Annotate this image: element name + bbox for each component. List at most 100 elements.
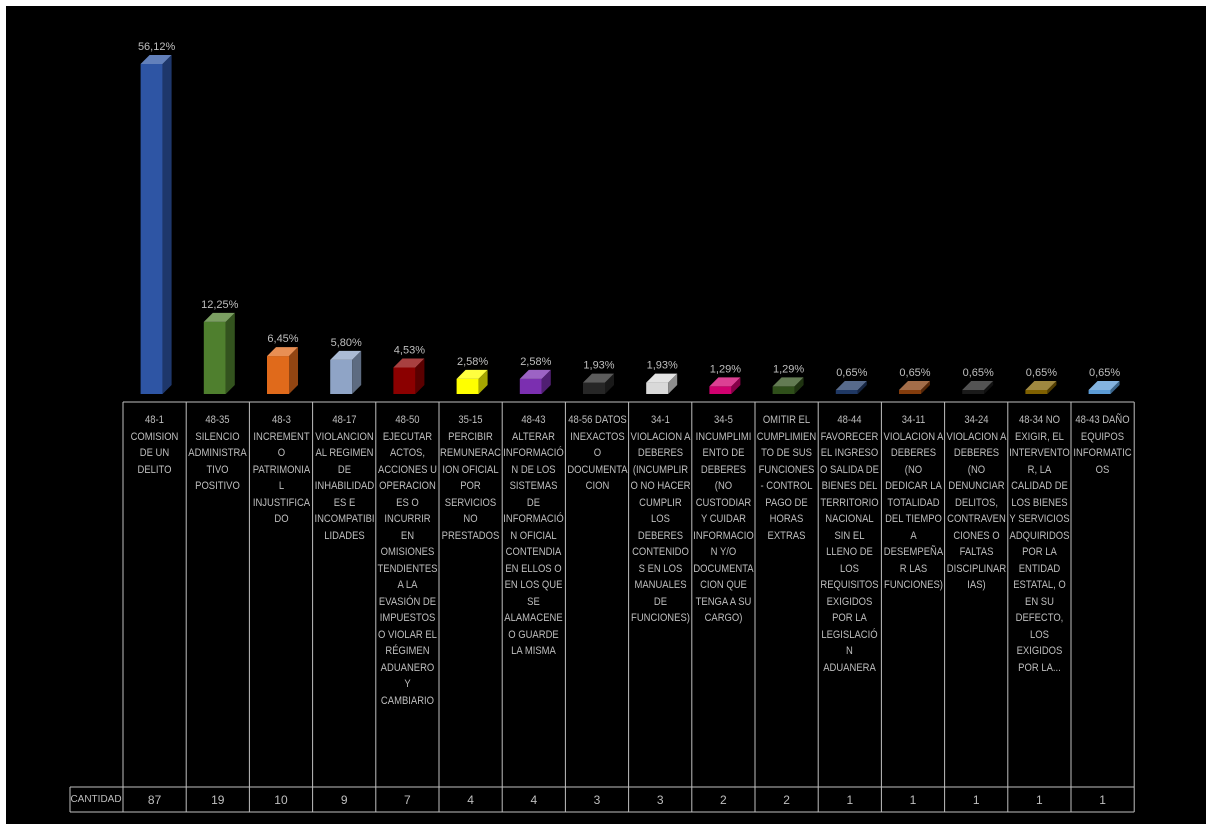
table-value: 9 (340, 793, 348, 807)
bar-top (646, 373, 678, 383)
category-label: 48-43 ALTERAR INFORMACIÓN DE LOS SISTEMA… (502, 403, 565, 787)
bar-side (225, 312, 235, 394)
bar-side (1110, 381, 1120, 394)
category-label: 34-5 INCUMPLIMIENTO DE DEBERES (NO CUSTO… (692, 403, 755, 787)
table-value: 7 (404, 793, 411, 807)
category-text: 48-3 INCREMENTO PATRIMONIAL INJUSTIFICAD… (252, 414, 310, 525)
bar (962, 390, 985, 394)
bar-side (162, 55, 172, 394)
data-label: 5,80% (331, 337, 362, 349)
bar-side (794, 377, 804, 394)
table-value: 2 (783, 793, 790, 807)
table-value: 4 (467, 793, 474, 807)
table-value: 4 (530, 793, 538, 807)
bar (709, 386, 732, 394)
category-text: 48-50 EJECUTAR ACTOS, ACCIONES U OPERACI… (377, 414, 438, 707)
bar (393, 367, 416, 394)
category-text: 34-24 VIOLACION A DEBERES (NO DENUNCIAR … (946, 414, 1007, 591)
data-label: 1,93% (583, 360, 614, 372)
category-label: OMITIR EL CUMPLIMIENTO DE SUS FUNCIONES … (755, 403, 818, 787)
data-label: 0,65% (836, 367, 867, 379)
bar (456, 378, 479, 394)
bar-side (478, 369, 488, 394)
category-text: 48-56 DATOS INEXACTOS O DOCUMENTACION (566, 414, 628, 492)
category-text: 48-43 ALTERAR INFORMACIÓN DE LOS SISTEMA… (503, 414, 565, 657)
bar-top (835, 381, 867, 390)
table-value: 3 (593, 793, 601, 807)
category-label: 34-1 VIOLACION A DEBERES (INCUMPLIR O NO… (629, 403, 692, 787)
table-value: 19 (211, 793, 225, 807)
category-label: 48-17 VIOLANCION AL REGIMEN DE INHABILID… (313, 403, 376, 787)
category-text: 48-43 DAÑO EQUIPOS INFORMATICOS (1073, 414, 1132, 476)
bar-top (1088, 381, 1120, 390)
table-value: 1 (909, 793, 917, 807)
category-text: 48-34 NO EXIGIR, EL INTERVENTOR, LA CALI… (1009, 414, 1070, 674)
table-value: 1 (846, 793, 854, 807)
bar-side (541, 369, 551, 394)
bar-top (203, 312, 235, 322)
bar-top (772, 377, 804, 387)
category-text: 48-1 COMISION DE UN DELITO (130, 414, 179, 476)
bar-top (583, 373, 614, 383)
data-label: 0,65% (1089, 367, 1120, 379)
bar-side (857, 381, 867, 394)
category-label: 48-56 DATOS INEXACTOS O DOCUMENTACION (565, 403, 628, 787)
bar (899, 390, 921, 394)
bar (203, 321, 226, 394)
bar-side (289, 347, 298, 394)
bar-top (709, 377, 741, 387)
bar-side (731, 377, 741, 394)
data-label: 0,65% (1026, 367, 1057, 379)
bar (330, 359, 353, 394)
bar (1025, 390, 1048, 394)
category-label: 48-35 SILENCIO ADMINISTRATIVO POSITIVO (186, 403, 249, 787)
category-text: 48-35 SILENCIO ADMINISTRATIVO POSITIVO (188, 414, 247, 492)
category-label: 48-3 INCREMENTO PATRIMONIAL INJUSTIFICAD… (249, 403, 312, 787)
category-label: 48-1 COMISION DE UN DELITO (123, 403, 186, 787)
category-text: 34-11 VIOLACION A DEBERES (NO DEDICAR LA… (883, 414, 943, 591)
category-text: 34-1 VIOLACION A DEBERES (INCUMPLIR O NO… (630, 414, 691, 624)
bar-side (415, 358, 425, 394)
category-label: 48-50 EJECUTAR ACTOS, ACCIONES U OPERACI… (376, 403, 439, 787)
data-label: 2,58% (520, 356, 551, 368)
bar (772, 386, 795, 394)
data-label: 1,29% (773, 363, 804, 375)
bar-side (984, 381, 994, 394)
table-value: 87 (147, 793, 162, 807)
category-label: 35-15 PERCIBIR REMUNERACION OFICIAL POR … (439, 403, 502, 787)
data-table-row-label: CANTIDAD (70, 794, 122, 805)
category-label: 34-11 VIOLACION A DEBERES (NO DEDICAR LA… (881, 403, 944, 787)
data-label: 0,65% (899, 367, 930, 379)
bar-top (456, 369, 488, 379)
category-label: 48-34 NO EXIGIR, EL INTERVENTOR, LA CALI… (1008, 403, 1071, 787)
bar (267, 356, 289, 394)
category-text: 48-44 FAVORECER EL INGRESO O SALIDA DE B… (820, 414, 880, 674)
bar-top (899, 381, 930, 390)
bar (519, 378, 542, 394)
bar-top (330, 350, 362, 360)
data-label: 0,65% (963, 367, 994, 379)
bar (583, 382, 605, 394)
chart-area: 56,12% 12,25% 6,45% 5,80% 4,53% 2,58% 2,58% 1,9… (6, 6, 1206, 824)
table-value: 1 (972, 793, 980, 807)
bar (1088, 390, 1111, 394)
bar (140, 64, 163, 394)
bar-top (519, 369, 551, 379)
table-value: 3 (656, 793, 664, 807)
bar-top (1025, 381, 1057, 390)
bar-side (668, 373, 678, 394)
bar (646, 382, 669, 394)
category-text: 48-17 VIOLANCION AL REGIMEN DE INHABILID… (314, 414, 375, 542)
bar-chart: 56,12% 12,25% 6,45% 5,80% 4,53% 2,58% 2,58% 1,9… (69, 41, 1135, 813)
bar-top (962, 381, 994, 390)
table-value: 1 (1099, 793, 1106, 807)
category-label: 48-44 FAVORECER EL INGRESO O SALIDA DE B… (818, 403, 881, 787)
data-label: 12,25% (201, 299, 239, 311)
data-label: 6,45% (267, 333, 298, 345)
bar-side (605, 373, 614, 394)
bar-top (267, 347, 298, 357)
bar-side (1047, 381, 1057, 394)
bar-side (352, 350, 362, 394)
data-label: 1,93% (647, 360, 678, 372)
data-label: 56,12% (138, 41, 176, 53)
